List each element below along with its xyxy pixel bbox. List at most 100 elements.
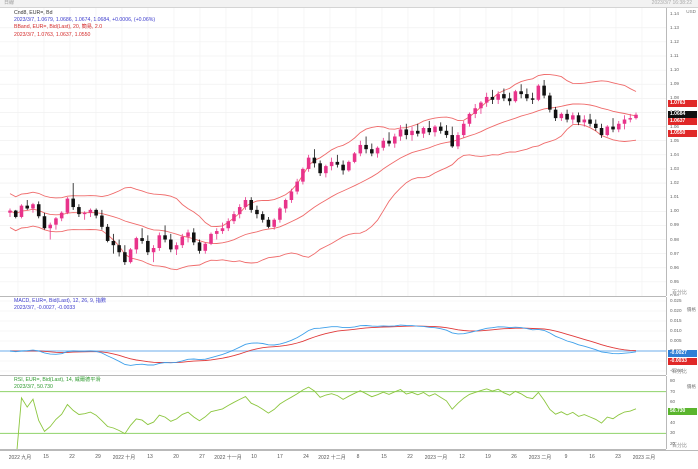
- candle-body: [352, 153, 357, 162]
- time-axis-label: 27: [199, 454, 205, 460]
- candle-body: [266, 219, 271, 227]
- price-legend-line: 2023/3/7, 1.0763, 1.0637, 1.0550: [14, 31, 91, 38]
- candle-body: [105, 226, 110, 241]
- candle-body: [594, 123, 598, 128]
- price-legend: Cnd8, EUR=, Bd 2023/3/7, 1.0679, 1.0686, …: [14, 10, 155, 39]
- candle-body: [82, 212, 87, 215]
- candle-body: [71, 198, 75, 208]
- candle-body: [582, 119, 587, 123]
- candle-body: [117, 245, 121, 253]
- candle-body: [507, 98, 512, 102]
- rsi-legend: RSI, EUR=, Bid(Last), 14, 威爾德平滑 2023/3/7,…: [14, 377, 101, 391]
- price-axis-tick: 1.02: [670, 180, 679, 186]
- price-chart-pane[interactable]: Cnd8, EUR=, Bd 2023/3/7, 1.0679, 1.0686, …: [0, 8, 666, 297]
- price-legend-line: Cnd8, EUR=, Bd: [14, 10, 53, 16]
- rsi-pane[interactable]: RSI, EUR=, Bid(Last), 14, 威爾德平滑 2023/3/7,…: [0, 376, 666, 450]
- candle-body: [565, 113, 569, 120]
- rsi-axis-tick: 70: [670, 388, 676, 394]
- candle-body: [341, 164, 345, 171]
- candle-body: [232, 214, 236, 222]
- macd-axis-value-tag: -0.0027: [668, 349, 697, 357]
- candle-body: [295, 181, 299, 192]
- price-axis-value-tag: 1.0763: [668, 100, 697, 108]
- macd-axis-tick: 0.025: [670, 297, 682, 303]
- candle-body: [347, 161, 351, 171]
- price-axis-tick: 0.98: [670, 236, 679, 242]
- time-axis-label: 2022 十月: [112, 455, 136, 461]
- candle-body: [467, 113, 472, 124]
- time-axis-label: 12: [459, 454, 465, 460]
- candle-body: [214, 231, 219, 234]
- candle-body: [450, 135, 455, 147]
- candle-body: [370, 149, 374, 154]
- candle-body: [289, 191, 294, 200]
- candle-body: [398, 129, 403, 137]
- rsi-axis-tick: 30: [670, 430, 676, 436]
- candle-body: [519, 91, 523, 95]
- time-axis-label: 2022 十二月: [318, 455, 346, 461]
- clock-readout: 2023/3/7 16:38:22: [651, 0, 692, 6]
- candle-body: [54, 218, 58, 225]
- candle-body: [318, 163, 322, 174]
- price-axis-value-tag: 1.0684: [668, 111, 697, 119]
- candle-body: [484, 96, 489, 103]
- macd-axis[interactable]: 價格 0.0250.0200.0150.0100.0050.000-0.005-…: [666, 297, 698, 375]
- candle-body: [255, 209, 259, 215]
- candle-body: [479, 102, 483, 109]
- price-chart-svg[interactable]: [0, 8, 666, 296]
- time-axis-label: 20: [173, 454, 179, 460]
- candle-body: [536, 85, 541, 100]
- price-axis-value-tag: 1.0550: [668, 130, 697, 138]
- rsi-chart-svg[interactable]: [0, 376, 666, 449]
- candle-body: [237, 207, 242, 215]
- candle-body: [605, 126, 610, 136]
- time-axis-label: 15: [381, 454, 387, 460]
- candle-body: [358, 144, 363, 154]
- macd-axis-value-tag: -0.0033: [668, 358, 697, 366]
- macd-axis-tick: 0.005: [670, 338, 682, 343]
- candle-body: [622, 119, 627, 124]
- candle-body: [542, 85, 546, 96]
- time-axis-label: 8: [356, 454, 360, 460]
- candle-body: [42, 216, 47, 229]
- candle-body: [197, 242, 202, 251]
- time-axis-label: 2022 九月: [8, 455, 32, 461]
- candle-body: [157, 235, 162, 248]
- price-legend-line: 2023/3/7, 1.0679, 1.0686, 1.0674, 1.0684…: [14, 17, 156, 24]
- bollinger-upper-line: [9, 74, 637, 227]
- macd-pane[interactable]: MACD, EUR=, Bid(Last), 12, 26, 9, 指數 2023…: [0, 297, 666, 376]
- time-axis-label: 15: [43, 454, 49, 460]
- candle-body: [128, 249, 133, 263]
- price-axis-tick: 1.10: [670, 67, 679, 73]
- macd-signal-line: [9, 325, 637, 364]
- rsi-corner-label: 百分比: [672, 443, 688, 449]
- rsi-axis-header: 價格: [686, 384, 696, 389]
- price-axis-tick: 1.00: [670, 208, 679, 214]
- rsi-axis[interactable]: 價格 8070605040302050.730: [666, 376, 698, 449]
- candle-body: [324, 166, 328, 174]
- time-axis-label: 2023 一月: [424, 455, 448, 461]
- candle-body: [599, 128, 604, 136]
- time-axis-label: 13: [147, 454, 153, 460]
- candle-body: [427, 128, 432, 133]
- candle-body: [209, 233, 213, 244]
- macd-chart-svg[interactable]: [0, 297, 666, 375]
- candle-body: [278, 208, 282, 220]
- candle-body: [404, 129, 409, 136]
- price-axis-tick: 0.99: [670, 222, 679, 228]
- time-axis-label: 22: [407, 454, 413, 460]
- price-axis-tick: 1.11: [670, 53, 679, 58]
- price-axis-tick: 1.12: [670, 38, 679, 44]
- time-axis-label: 17: [277, 454, 283, 460]
- candle-body: [473, 108, 477, 114]
- rsi-legend-line: 2023/3/7, 50.730: [14, 384, 53, 391]
- candle-body: [410, 130, 414, 136]
- candle-body: [283, 200, 288, 209]
- time-axis-label: 2022 十一月: [214, 455, 242, 461]
- candle-body: [415, 130, 420, 134]
- price-axis-tick: 1.04: [670, 151, 679, 157]
- time-axis-label: 29: [95, 454, 101, 460]
- time-axis[interactable]: 2022 九月 15 22 29 2022 十月 13 20 27 2022 十一月 10 17 24…: [0, 450, 698, 469]
- price-axis[interactable]: USD 1.141.131.121.111.101.091.081.071.06…: [666, 8, 698, 296]
- candle-body: [36, 204, 41, 217]
